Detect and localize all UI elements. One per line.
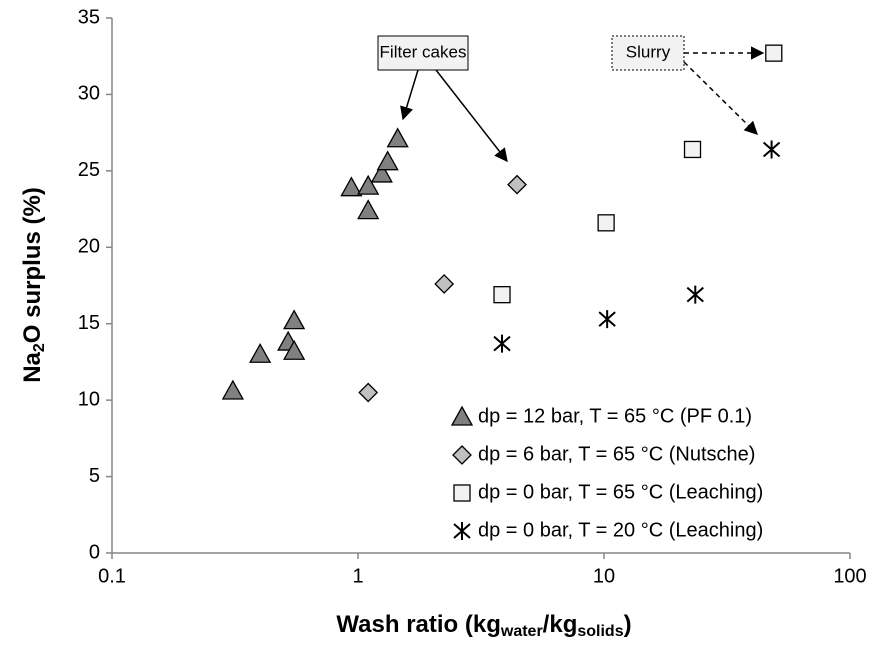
y-tick-label: 15: [78, 312, 100, 334]
point: [283, 309, 306, 330]
point: [434, 274, 455, 294]
y-tick-label: 30: [78, 83, 100, 105]
point: [507, 174, 527, 195]
x-tick-label: 1: [352, 565, 363, 587]
point: [283, 339, 306, 360]
y-tick-label: 35: [78, 6, 100, 28]
point: [493, 286, 511, 304]
annotation-arrow: [683, 61, 758, 135]
legend-label: dp = 0 bar, T = 65 °C (Leaching): [478, 481, 763, 503]
point: [386, 127, 409, 148]
legend-marker: [453, 522, 471, 540]
x-tick-label: 100: [833, 565, 866, 587]
x-tick-label: 0.1: [98, 565, 126, 587]
point: [340, 176, 363, 197]
legend-marker: [450, 405, 474, 426]
y-tick-label: 25: [78, 159, 100, 181]
point: [357, 199, 380, 220]
point: [686, 285, 704, 304]
annotation: Filter cakes: [380, 42, 467, 61]
x-tick-label: 10: [593, 565, 615, 587]
x-axis-label: Wash ratio (kgwater/kgsolids): [336, 611, 631, 640]
y-tick-label: 10: [78, 388, 100, 410]
y-tick-label: 0: [89, 541, 100, 563]
legend-marker: [453, 484, 471, 502]
annotation: Slurry: [626, 42, 671, 61]
point: [249, 342, 272, 363]
y-axis-label: Na2O surplus (%): [19, 187, 48, 383]
point: [683, 140, 702, 159]
legend-marker: [452, 445, 472, 465]
point: [357, 174, 380, 195]
y-tick-label: 20: [78, 236, 100, 258]
annotation-arrow: [400, 69, 419, 121]
point: [597, 214, 615, 232]
annotation-box: [377, 35, 469, 71]
point: [221, 379, 244, 400]
annotation-arrow: [435, 69, 508, 163]
annotation-box: [611, 35, 685, 71]
legend-label: dp = 12 bar, T = 65 °C (PF 0.1): [478, 405, 752, 427]
legend-label: dp = 0 bar, T = 20 °C (Leaching): [478, 519, 763, 541]
point: [765, 44, 783, 62]
y-tick-label: 5: [89, 465, 100, 487]
point: [358, 382, 379, 403]
point: [493, 334, 511, 353]
legend-label: dp = 6 bar, T = 65 °C (Nutsche): [478, 443, 755, 465]
point: [598, 310, 616, 329]
point: [370, 162, 393, 183]
point: [762, 140, 781, 159]
point: [376, 150, 399, 171]
